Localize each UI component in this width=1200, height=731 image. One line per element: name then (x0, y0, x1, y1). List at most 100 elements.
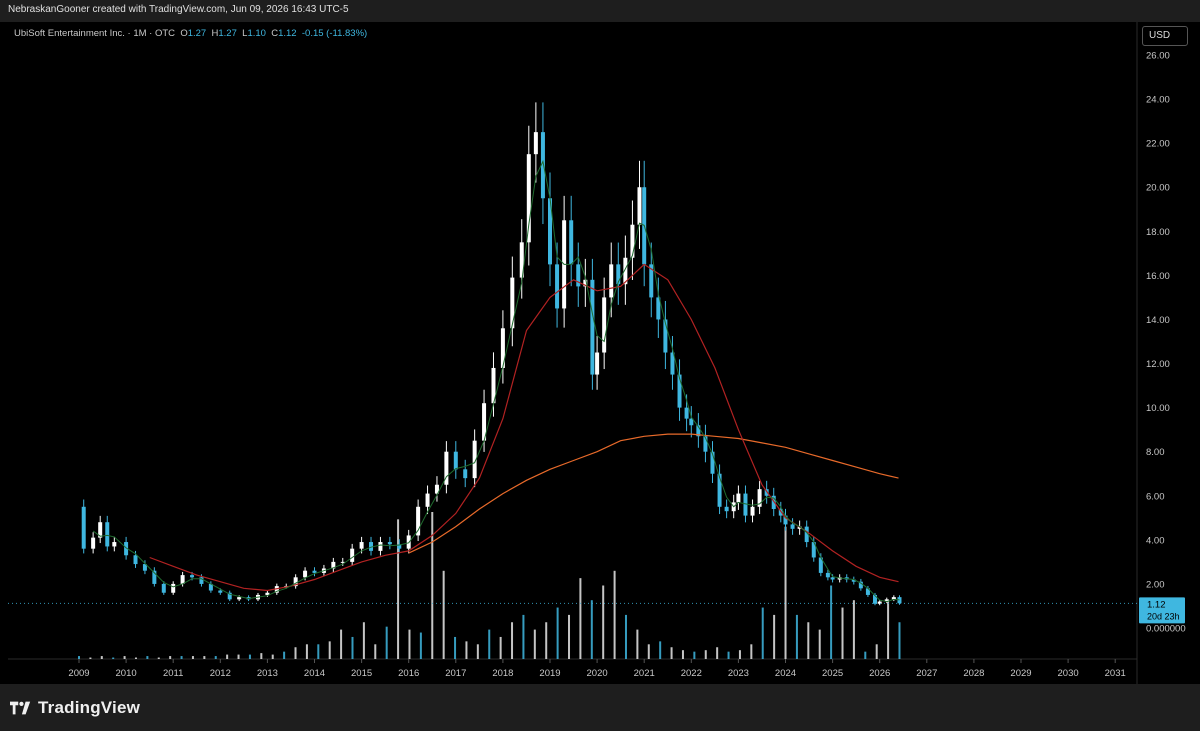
candle-body (670, 352, 675, 375)
candle-body (804, 526, 809, 543)
candle-body (602, 297, 607, 353)
candle-body (218, 590, 223, 593)
volume-bar (887, 600, 890, 659)
volume-bar (328, 641, 331, 659)
candle-body (359, 542, 364, 549)
x-tick-label: 2016 (398, 668, 419, 679)
close-label: C (271, 28, 279, 39)
y-tick-label: 16.00 (1146, 271, 1170, 282)
x-tick-label: 2024 (775, 668, 796, 679)
volume-bar (602, 585, 605, 659)
candle-body (171, 583, 176, 593)
volume-bar (568, 614, 571, 659)
volume-bar (191, 656, 194, 659)
volume-bar (773, 614, 776, 659)
candle-body (387, 542, 392, 545)
volume-bar (89, 657, 92, 659)
volume-bar (807, 622, 810, 659)
x-tick-label: 2014 (304, 668, 325, 679)
candle-body (548, 198, 552, 265)
ma-fast-line (92, 159, 900, 603)
volume-bar (157, 657, 160, 659)
volume-bar (556, 607, 559, 659)
volume-bar (203, 656, 206, 659)
volume-bar (511, 622, 514, 659)
tradingview-logo[interactable]: TradingView (10, 698, 140, 718)
volume-bar (146, 656, 149, 659)
candle-body (124, 542, 129, 556)
volume-bar (738, 650, 741, 659)
candle-body (724, 506, 729, 512)
x-tick-label: 2020 (587, 668, 608, 679)
volume-bar (78, 656, 80, 659)
volume-bar (761, 607, 764, 659)
y-tick-label: 2.00 (1146, 579, 1165, 590)
candle-body (425, 493, 430, 507)
volume-bar (169, 656, 172, 659)
candle-body (609, 264, 614, 298)
volume-bar (180, 656, 183, 659)
x-tick-label: 2025 (822, 668, 843, 679)
candle-body (771, 495, 776, 509)
x-tick-label: 2015 (351, 668, 372, 679)
candle-body (500, 328, 505, 368)
candle-body (105, 522, 110, 547)
candle-body (743, 493, 748, 516)
volume-bar (590, 600, 593, 659)
countdown-value: 20d 23h (1147, 611, 1180, 621)
watermark-bar: NebraskanGooner created with TradingView… (0, 0, 1200, 22)
volume-bar (579, 578, 582, 659)
volume-bar (362, 622, 365, 659)
candle-body (340, 561, 345, 563)
volume-bar (693, 651, 696, 659)
y-tick-label: 6.00 (1146, 491, 1165, 502)
volume-bar (727, 651, 730, 659)
volume-bar (613, 570, 616, 659)
candle-body (663, 319, 668, 353)
volume-bar (397, 519, 400, 659)
x-tick-label: 2023 (728, 668, 749, 679)
candle-body (540, 132, 545, 199)
candle-body (444, 451, 449, 485)
candle-body (453, 451, 458, 470)
volume-bar (340, 629, 343, 659)
x-tick-label: 2021 (634, 668, 655, 679)
candle-body (91, 537, 96, 549)
candle-body (710, 451, 715, 474)
volume-bar (226, 654, 229, 659)
candle-body (590, 279, 595, 375)
volume-bar (419, 632, 422, 659)
candle-body (851, 579, 856, 582)
candle-body (872, 594, 877, 604)
footer-bar (0, 684, 1200, 731)
volume-bar (317, 644, 320, 659)
candle-body (312, 570, 317, 573)
y-tick-label: 10.00 (1146, 403, 1170, 414)
candle-body (884, 599, 889, 602)
candle-body (750, 506, 755, 516)
volume-bar (476, 644, 479, 659)
volume-bar (294, 647, 297, 659)
volume-bar (260, 653, 263, 659)
candle-body (818, 557, 823, 573)
y-tick-label: 18.00 (1146, 227, 1170, 238)
volume-bar (784, 526, 787, 659)
candle-body (576, 264, 581, 287)
tradingview-logo-icon (10, 701, 31, 715)
x-tick-label: 2013 (257, 668, 278, 679)
x-tick-label: 2031 (1105, 668, 1126, 679)
y-tick-label: 0.000000 (1146, 624, 1186, 635)
ma-mid-line (149, 263, 899, 592)
high-value: 1.27 (218, 28, 237, 39)
y-tick-label: 24.00 (1146, 95, 1170, 106)
volume-bar (431, 512, 434, 659)
currency-button[interactable]: USD (1142, 26, 1188, 46)
candle-body (369, 542, 374, 551)
volume-bar (681, 650, 684, 659)
candle-body (684, 407, 689, 419)
candle-body (764, 489, 769, 496)
candle-body (331, 561, 336, 569)
volume-bar (522, 614, 525, 659)
candle-body (877, 601, 882, 604)
